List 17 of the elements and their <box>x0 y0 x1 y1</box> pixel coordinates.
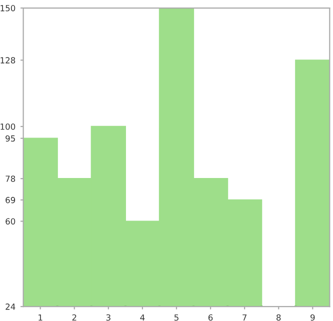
y-tick-label: 100 <box>0 123 16 130</box>
x-tick-label: 4 <box>140 314 145 321</box>
y-tick-label: 24 <box>6 304 16 310</box>
x-tick-label: 5 <box>174 314 178 321</box>
y-tick-label: 69 <box>6 196 16 204</box>
x-tick-label: 7 <box>242 314 247 321</box>
x-tick-label: 1 <box>38 314 42 321</box>
x-tick-label: 9 <box>310 314 315 321</box>
y-tick-label: 128 <box>0 57 16 64</box>
x-tick-label: 6 <box>208 314 213 321</box>
x-tick-label: 3 <box>106 314 110 321</box>
y-tick-label: 60 <box>6 218 16 225</box>
y-tick-label: 150 <box>0 5 16 12</box>
x-tick-label: 2 <box>72 314 76 321</box>
y-tick-label: 95 <box>6 135 15 142</box>
y-tick-label: 78 <box>6 176 16 182</box>
x-tick-label: 8 <box>276 314 281 321</box>
